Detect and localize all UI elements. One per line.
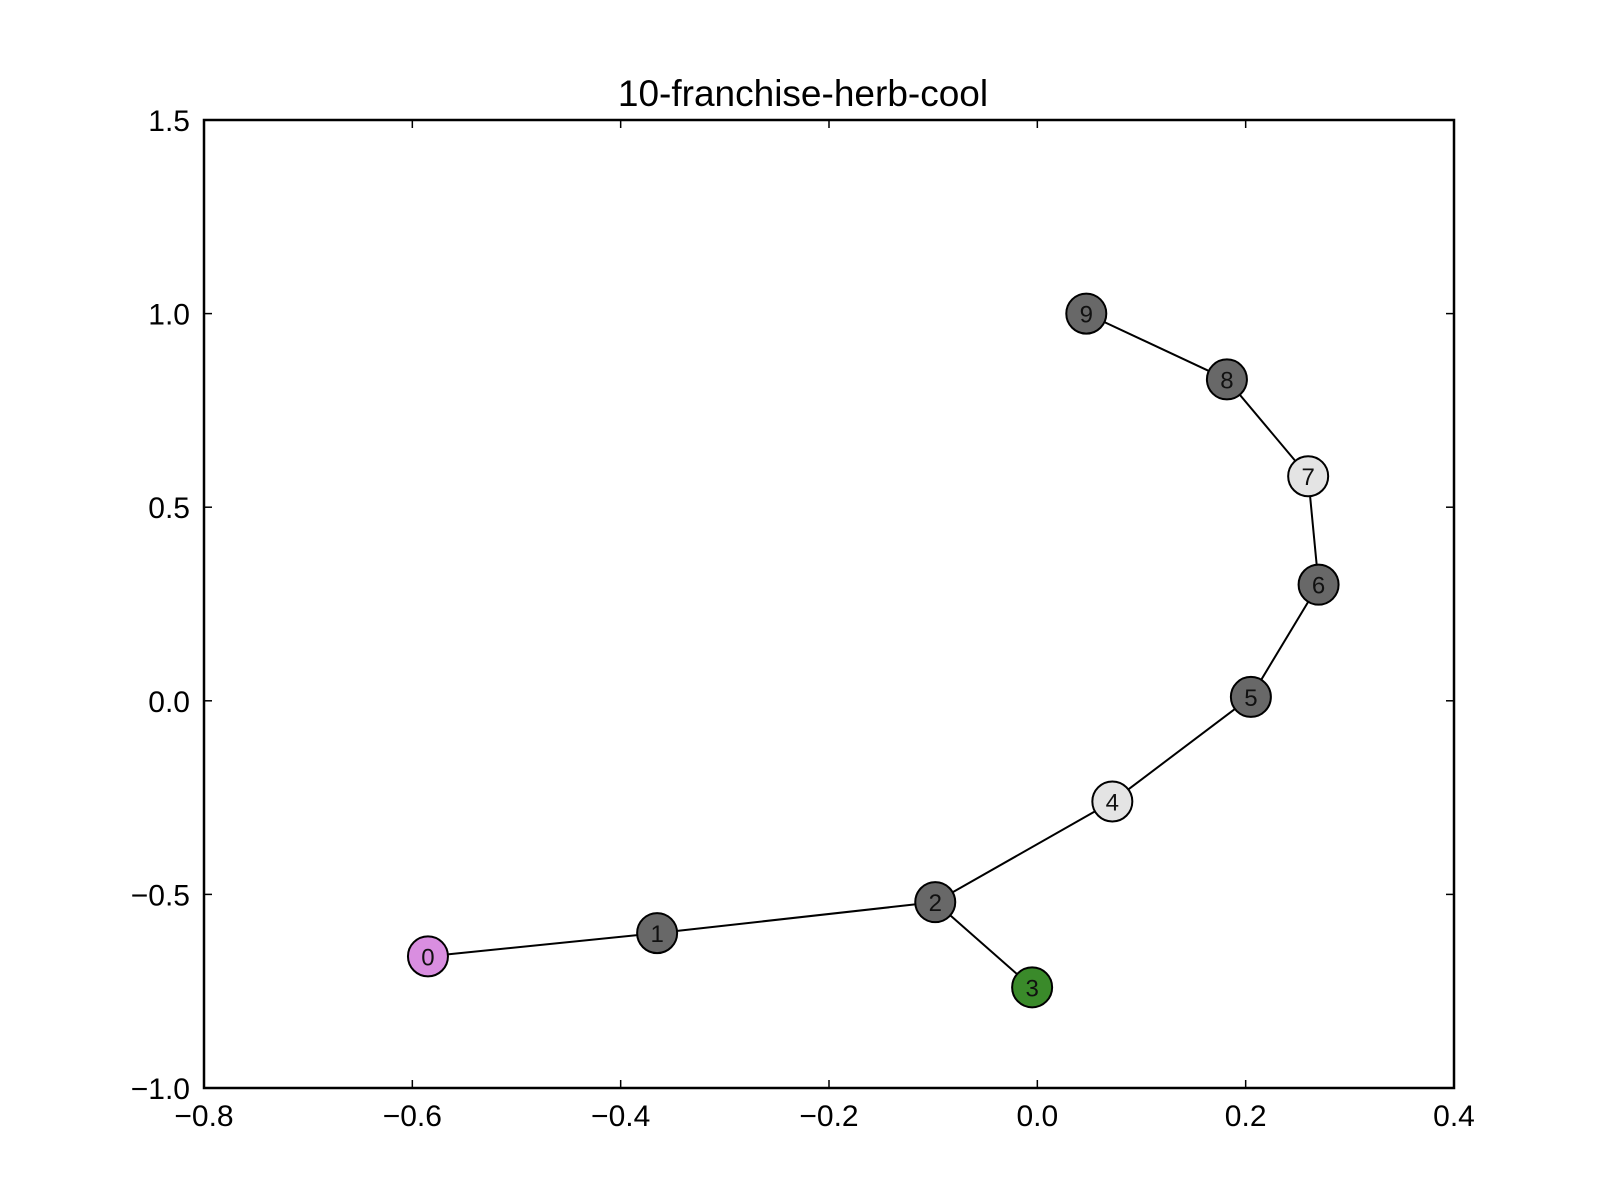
edge-8-9 [1085, 312, 1228, 381]
node-marker [914, 881, 957, 924]
x-tick-label: 0.0 [1016, 1100, 1058, 1133]
edge-4-5 [1111, 696, 1252, 803]
node-6: 6 [1297, 563, 1340, 606]
node-label: 4 [1106, 789, 1119, 816]
node-marker [1065, 292, 1108, 335]
y-tick-label: −1.0 [131, 1073, 190, 1106]
node-0: 0 [406, 935, 449, 978]
node-label: 3 [1025, 975, 1038, 1002]
y-tick-label: 1.0 [148, 299, 190, 332]
node-marker [636, 912, 679, 955]
node-3: 3 [1011, 966, 1054, 1009]
chart-title: 10-franchise-herb-cool [618, 73, 988, 114]
node-4: 4 [1091, 780, 1134, 823]
x-tick-label: 0.4 [1433, 1100, 1475, 1133]
y-tick-label: −0.5 [131, 879, 190, 912]
x-tick-label: −0.2 [799, 1100, 858, 1133]
edge-2-4 [934, 800, 1113, 904]
edge-2-3 [934, 901, 1033, 989]
node-label: 5 [1244, 685, 1257, 712]
node-2: 2 [914, 881, 957, 924]
edges-layer [427, 312, 1320, 989]
node-label: 2 [929, 890, 942, 917]
node-marker [1229, 675, 1272, 718]
x-tick-label: 0.2 [1225, 1100, 1267, 1133]
node-label: 9 [1080, 302, 1093, 329]
node-marker [1011, 966, 1054, 1009]
node-marker [1091, 780, 1134, 823]
y-tick-label: 0.5 [148, 492, 190, 525]
node-label: 8 [1220, 367, 1233, 394]
edge-0-1 [427, 932, 658, 958]
x-tick-label: −0.4 [591, 1100, 650, 1133]
node-label: 0 [421, 944, 434, 971]
node-marker [1205, 358, 1248, 401]
axis-ticks: −0.8 −0.6 −0.4 −0.2 0.0 0.2 0.4 −1.0 −0.5 0.0 0.5 1… [131, 105, 1475, 1133]
node-marker [1297, 563, 1340, 606]
node-7: 7 [1287, 455, 1330, 498]
node-8: 8 [1205, 358, 1248, 401]
node-label: 7 [1301, 464, 1314, 491]
node-marker [1287, 455, 1330, 498]
y-tick-label: 0.0 [148, 686, 190, 719]
node-9: 9 [1065, 292, 1108, 335]
node-5: 5 [1229, 675, 1272, 718]
edge-5-6 [1250, 584, 1320, 698]
node-1: 1 [636, 912, 679, 955]
x-tick-label: −0.6 [383, 1100, 442, 1133]
edge-7-8 [1226, 378, 1309, 477]
node-marker [406, 935, 449, 978]
x-tick-label: −0.8 [174, 1100, 233, 1133]
nodes-layer: 0 1 2 3 4 5 6 7 8 9 [406, 292, 1340, 1009]
y-tick-label: 1.5 [148, 105, 190, 138]
node-label: 6 [1312, 573, 1325, 600]
axes-frame [202, 118, 1456, 1090]
edge-1-2 [657, 901, 936, 935]
node-label: 1 [650, 921, 663, 948]
